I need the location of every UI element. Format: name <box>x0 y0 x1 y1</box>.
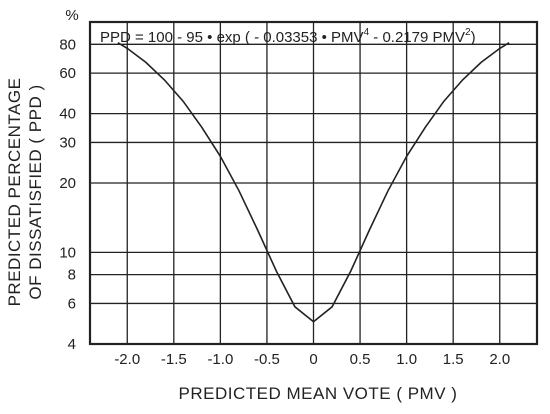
ppd-curve <box>117 42 510 323</box>
y-tick-label: 20 <box>59 175 76 192</box>
x-tick-label: -1.0 <box>207 351 233 368</box>
curve-layer <box>117 42 510 323</box>
y-tick-label: 60 <box>59 65 76 82</box>
plot-frame <box>88 20 539 346</box>
y-tick-label: 8 <box>68 267 76 284</box>
x-tick-label: -2.0 <box>114 351 140 368</box>
y-tick-label: 6 <box>68 295 76 312</box>
y-tick-label: 4 <box>68 336 76 353</box>
y-unit-label: % <box>65 7 78 24</box>
x-tick-label: 2.0 <box>489 351 510 368</box>
x-tick-label: 1.5 <box>443 351 464 368</box>
y-tick-label: 10 <box>59 244 76 261</box>
y-tick-labels: 4 6 8 10 20 30 40 60 80 <box>59 36 76 353</box>
y-tick-label: 30 <box>59 134 76 151</box>
x-tick-label: -0.5 <box>254 351 280 368</box>
x-axis-title: PREDICTED MEAN VOTE ( PMV ) <box>179 384 458 403</box>
x-tick-label: 0 <box>309 351 317 368</box>
y-axis-title-line1: PREDICTED PERCENTAGE <box>5 78 24 307</box>
x-tick-label: 0.5 <box>350 351 371 368</box>
x-tick-label: -1.5 <box>161 351 187 368</box>
x-tick-label: 1.0 <box>396 351 417 368</box>
x-tick-labels: -2.0 -1.5 -1.0 -0.5 0 0.5 1.0 1.5 2.0 <box>114 351 510 368</box>
y-tick-label: 80 <box>59 36 76 53</box>
ppd-formula: PPD = 100 - 95 • exp ( - 0.03353 • PMV4 … <box>100 27 476 46</box>
grid <box>90 22 537 344</box>
y-axis-title-line2: OF DISSATISFIED ( PPD ) <box>26 84 45 299</box>
y-tick-label: 40 <box>59 106 76 123</box>
